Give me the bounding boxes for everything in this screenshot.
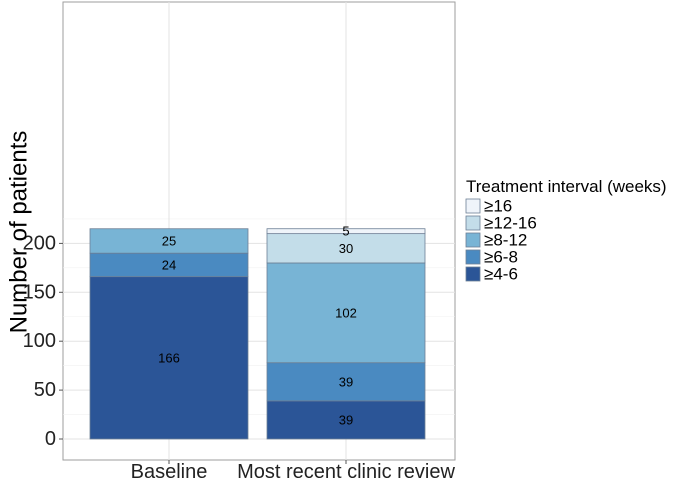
legend-item-label: ≥16	[484, 197, 512, 216]
bar-segment-label: 5	[342, 224, 349, 239]
legend-swatch	[465, 232, 481, 248]
bar-segment-label: 30	[339, 241, 353, 256]
legend-swatch	[465, 215, 481, 231]
bar-segment	[89, 276, 249, 440]
legend-item-label: ≥6-8	[484, 248, 518, 267]
bar-segment-label: 39	[339, 412, 353, 427]
bars	[89, 228, 426, 440]
bar-segment	[89, 228, 249, 254]
x-axis: Baseline Most recent clinic review	[131, 460, 455, 481]
y-tick-label: 200	[23, 232, 56, 254]
y-tick-label: 100	[23, 330, 56, 352]
legend-item-label: ≥8-12	[484, 231, 527, 250]
legend-swatch	[465, 198, 481, 214]
legend-item-label: ≥12-16	[484, 214, 537, 233]
segment-labels: 166 24 25 39 39 102 30 5	[158, 224, 357, 428]
legend-item-label: ≥4-6	[484, 265, 518, 284]
x-tick-label: Most recent clinic review	[237, 461, 455, 481]
y-axis: 0 50 100 150 200	[23, 232, 63, 450]
x-tick-label: Baseline	[131, 461, 208, 481]
legend-swatch	[465, 249, 481, 265]
bar-segment	[266, 262, 426, 364]
y-tick-label: 150	[23, 281, 56, 303]
legend-title: Treatment interval (weeks)	[466, 177, 667, 196]
bar-segment-label: 25	[162, 233, 176, 248]
bar-segment	[266, 228, 426, 235]
legend-swatch	[465, 266, 481, 282]
bar-segment-label: 102	[335, 305, 357, 320]
bar-segment	[266, 362, 426, 402]
bar-segment-label: 166	[158, 350, 180, 365]
y-tick-label: 50	[34, 379, 56, 401]
y-axis-title: Number of patients	[5, 131, 32, 334]
bar-segment-label: 24	[162, 257, 176, 272]
bar-segment-label: 39	[339, 374, 353, 389]
y-tick-label: 0	[45, 428, 56, 450]
legend: Treatment interval (weeks) ≥16≥12-16≥8-1…	[465, 177, 667, 284]
bar-segment	[266, 400, 426, 440]
